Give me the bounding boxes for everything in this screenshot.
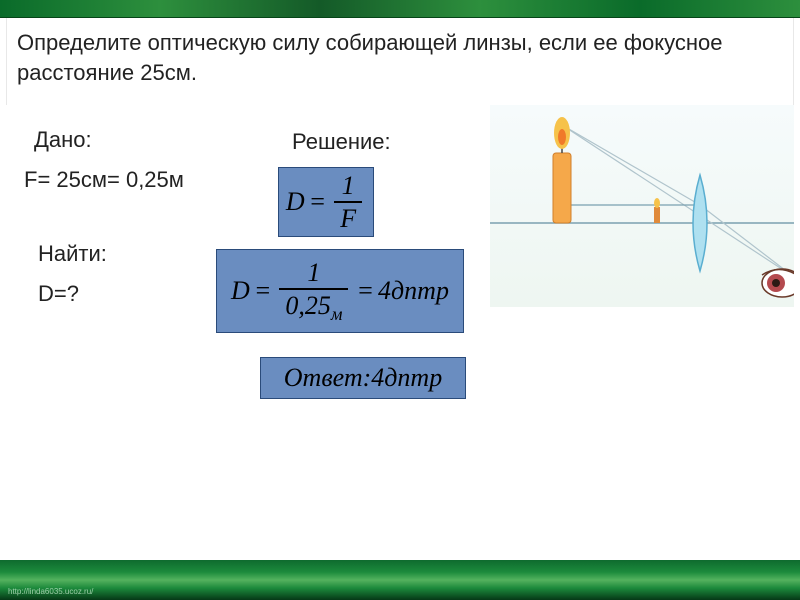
image-flame [654,198,660,208]
footer-bar: http://linda6035.ucoz.ru/ [0,560,800,600]
given-label: Дано: [34,127,92,153]
answer-unit: дптр [384,363,442,393]
find-label: Найти: [38,241,107,267]
formula2-eq: = [254,276,272,306]
formula1-num: 1 [336,172,361,201]
formula2-den-val: 0,25 [285,291,331,320]
header-bar [0,0,800,18]
formula2-num: 1 [301,259,326,288]
ray-2b [700,205,794,277]
formula2-result-val: 4 [378,276,391,305]
formula2-fraction: 1 0,25м [279,259,348,325]
content-area: Дано: F= 25см= 0,25м Найти: D=? Решение:… [0,105,800,115]
candle-body [553,153,571,223]
formula1-den: F [334,201,362,232]
optics-svg [490,105,794,307]
formula1-eq: = [309,187,327,217]
image-candle [654,207,660,223]
answer-box: Ответ : 4дптр [260,357,466,399]
solution-label: Решение: [292,129,391,155]
given-value: F= 25см= 0,25м [24,167,184,193]
answer-label: Ответ [284,363,363,393]
formula-definition: D = 1 F [278,167,374,237]
formula2-den: 0,25м [279,288,348,324]
optics-illustration [490,105,794,307]
formula-calculation: D = 1 0,25м = 4дптр [216,249,464,333]
problem-text: Определите оптическую силу собирающей ли… [17,28,783,87]
formula2-result-unit: дптр [391,276,449,305]
formula2-lhs: D [231,276,250,306]
formula2-eq2: = [356,276,374,306]
formula1-lhs: D [286,187,305,217]
problem-statement-box: Определите оптическую силу собирающей ли… [6,18,794,105]
ray-2a [562,125,700,205]
converging-lens [693,175,707,271]
watermark-text: http://linda6035.ucoz.ru/ [8,587,93,596]
find-question: D=? [38,281,79,307]
answer-sep: : [363,363,372,393]
formula1-fraction: 1 F [334,172,362,233]
formula2-result: 4дптр [378,276,449,306]
flame-inner [558,129,566,145]
ray-1 [562,125,794,277]
answer-value: 4 [371,363,384,393]
formula2-den-unit: м [331,304,343,324]
eye-icon [762,269,794,297]
